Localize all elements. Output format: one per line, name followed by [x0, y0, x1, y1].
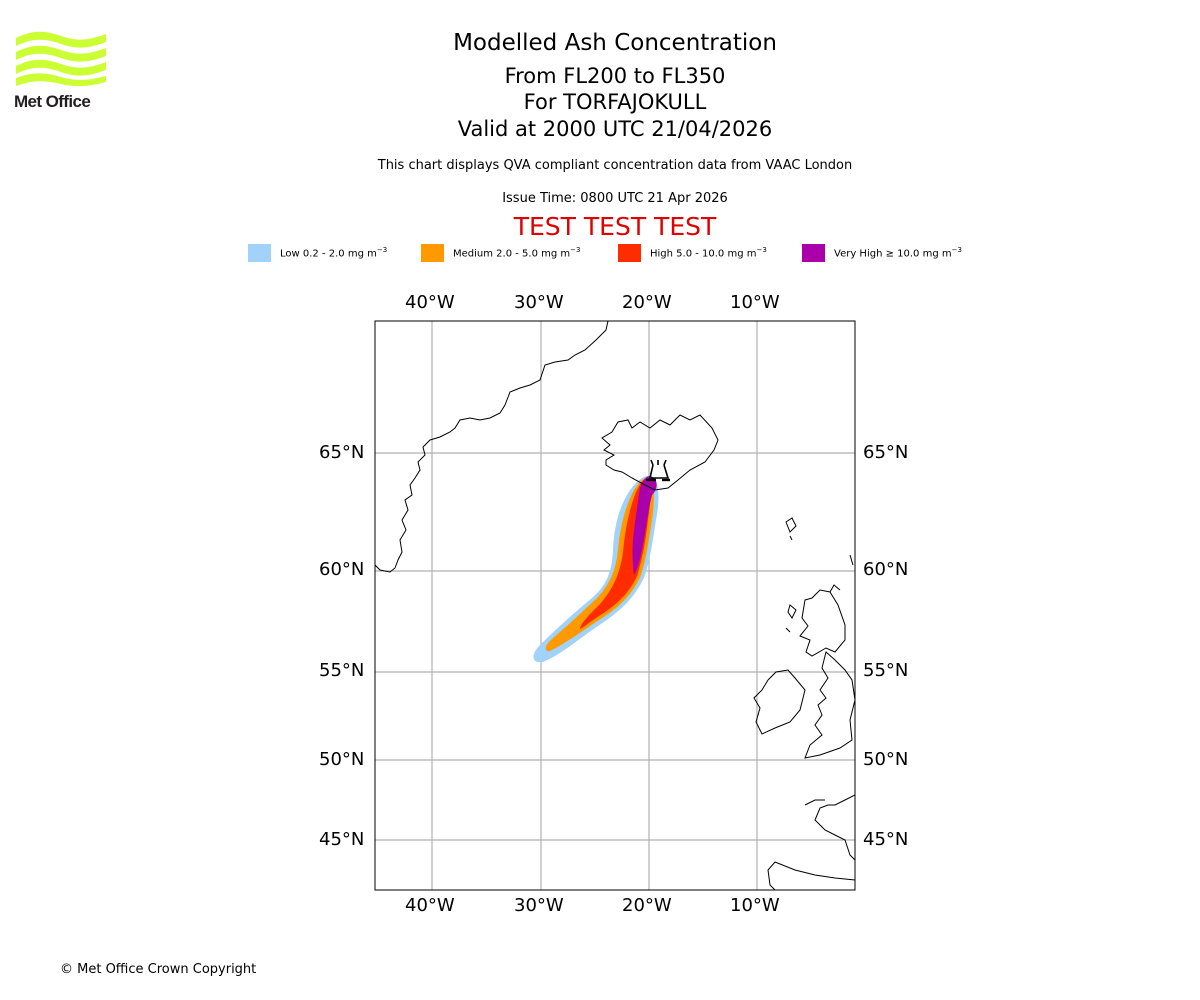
lon-tick-bottom-10w: 10°W — [730, 895, 780, 916]
legend-label: High 5.0 - 10.0 mg m−3 — [650, 246, 767, 260]
lat-tick-right-65n: 65°N — [863, 442, 909, 463]
copyright-notice: © Met Office Crown Copyright — [60, 962, 257, 977]
test-banner: TEST TEST TEST — [513, 212, 717, 241]
coast-france — [814, 794, 855, 861]
valid-time: Valid at 2000 UTC 21/04/2026 — [457, 117, 773, 141]
coast-shetland — [829, 554, 854, 593]
coastlines — [375, 321, 855, 890]
ash-medium-region — [545, 477, 654, 652]
chart-title: Modelled Ash Concentration — [453, 30, 777, 56]
legend-swatch-low — [248, 244, 271, 262]
coast-iceland — [601, 414, 719, 491]
met-office-waves-icon — [16, 31, 106, 87]
coast-spain — [767, 861, 855, 890]
lat-tick-right-55n: 55°N — [863, 660, 909, 681]
lat-tick-left-45n: 45°N — [319, 829, 365, 850]
issue-time: Issue Time: 0800 UTC 21 Apr 2026 — [502, 191, 728, 206]
lon-tick-bottom-40w: 40°W — [405, 895, 455, 916]
met-office-logo: Met Office — [14, 30, 108, 112]
ash-high-region — [580, 478, 651, 629]
legend-label: Medium 2.0 - 5.0 mg m−3 — [453, 246, 581, 260]
legend-swatch-very-high — [802, 244, 825, 262]
legend-item-low: Low 0.2 - 2.0 mg m−3 — [248, 244, 387, 262]
lat-tick-right-45n: 45°N — [863, 829, 909, 850]
lon-tick-bottom-30w: 30°W — [514, 895, 564, 916]
legend-swatch-medium — [421, 244, 444, 262]
lat-tick-left-50n: 50°N — [319, 749, 365, 770]
legend-item-medium: Medium 2.0 - 5.0 mg m−3 — [421, 244, 580, 262]
lon-tick-top-30w: 30°W — [514, 292, 564, 313]
legend-label: Very High ≥ 10.0 mg m−3 — [834, 246, 962, 260]
chart-description: This chart displays QVA compliant concen… — [377, 158, 853, 173]
lon-tick-top-20w: 20°W — [622, 292, 672, 313]
volcano-name: For TORFAJOKULL — [523, 90, 707, 114]
legend-item-very-high: Very High ≥ 10.0 mg m−3 — [802, 244, 962, 262]
coast-england-wales — [804, 651, 855, 759]
lat-tick-left-55n: 55°N — [319, 660, 365, 681]
lon-tick-bottom-20w: 20°W — [622, 895, 672, 916]
flight-level-range: From FL200 to FL350 — [504, 64, 726, 88]
lat-tick-left-60n: 60°N — [319, 559, 365, 580]
coast-hebrides — [785, 604, 797, 633]
lat-tick-right-50n: 50°N — [863, 749, 909, 770]
volcano-icon — [646, 459, 670, 482]
ash-very-high-region — [632, 476, 657, 575]
legend-label: Low 0.2 - 2.0 mg m−3 — [280, 246, 388, 260]
coast-ireland — [753, 669, 806, 735]
lat-tick-right-60n: 60°N — [863, 559, 909, 580]
coast-brittany — [804, 799, 825, 806]
coast-faroe — [785, 517, 797, 541]
logo-text: Met Office — [14, 92, 91, 111]
legend-item-high: High 5.0 - 10.0 mg m−3 — [618, 244, 767, 262]
lat-tick-left-65n: 65°N — [319, 442, 365, 463]
coast-greenland — [375, 321, 609, 573]
legend-swatch-high — [618, 244, 641, 262]
coast-scotland — [799, 589, 846, 657]
lon-tick-top-10w: 10°W — [730, 292, 780, 313]
map-frame — [374, 320, 856, 891]
lon-tick-top-40w: 40°W — [405, 292, 455, 313]
